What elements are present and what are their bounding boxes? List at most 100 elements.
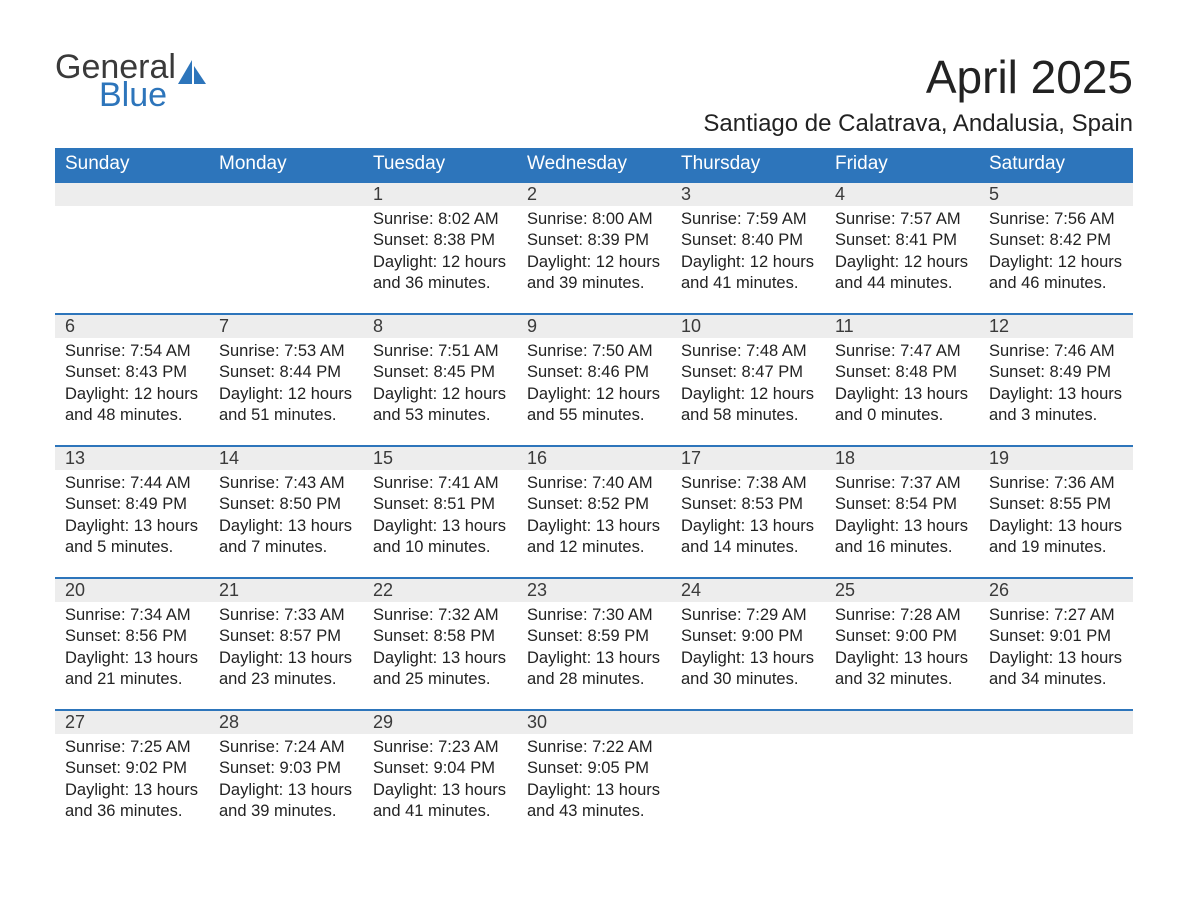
- daylight2-text: and 5 minutes.: [65, 537, 199, 558]
- sunset-text: Sunset: 8:38 PM: [373, 230, 507, 251]
- day-body-cell: Sunrise: 7:47 AMSunset: 8:48 PMDaylight:…: [825, 338, 979, 446]
- daylight2-text: and 41 minutes.: [681, 273, 815, 294]
- day-number-cell: 14: [209, 446, 363, 470]
- sunrise-text: Sunrise: 7:34 AM: [65, 605, 199, 626]
- daylight2-text: and 46 minutes.: [989, 273, 1123, 294]
- daylight1-text: Daylight: 13 hours: [681, 648, 815, 669]
- sunset-text: Sunset: 8:49 PM: [989, 362, 1123, 383]
- daylight1-text: Daylight: 13 hours: [681, 516, 815, 537]
- sunrise-text: Sunrise: 7:38 AM: [681, 473, 815, 494]
- day-number: 25: [835, 580, 855, 600]
- sunrise-text: Sunrise: 7:24 AM: [219, 737, 353, 758]
- day-body-cell: Sunrise: 7:38 AMSunset: 8:53 PMDaylight:…: [671, 470, 825, 578]
- sunrise-text: Sunrise: 7:46 AM: [989, 341, 1123, 362]
- sunrise-text: Sunrise: 7:40 AM: [527, 473, 661, 494]
- daylight1-text: Daylight: 12 hours: [373, 252, 507, 273]
- daylight1-text: Daylight: 13 hours: [65, 648, 199, 669]
- sunrise-text: Sunrise: 7:43 AM: [219, 473, 353, 494]
- sunrise-text: Sunrise: 7:59 AM: [681, 209, 815, 230]
- daylight2-text: and 51 minutes.: [219, 405, 353, 426]
- sunrise-text: Sunrise: 7:30 AM: [527, 605, 661, 626]
- daylight1-text: Daylight: 13 hours: [219, 516, 353, 537]
- daylight2-text: and 16 minutes.: [835, 537, 969, 558]
- daylight1-text: Daylight: 13 hours: [989, 516, 1123, 537]
- daylight2-text: and 36 minutes.: [373, 273, 507, 294]
- day-number: 1: [373, 184, 383, 204]
- sunset-text: Sunset: 8:48 PM: [835, 362, 969, 383]
- sunset-text: Sunset: 8:57 PM: [219, 626, 353, 647]
- daylight1-text: Daylight: 12 hours: [681, 252, 815, 273]
- day-body-cell: Sunrise: 7:57 AMSunset: 8:41 PMDaylight:…: [825, 206, 979, 314]
- day-number: 5: [989, 184, 999, 204]
- title-block: April 2025 Santiago de Calatrava, Andalu…: [703, 50, 1133, 138]
- day-number: 3: [681, 184, 691, 204]
- daylight2-text: and 28 minutes.: [527, 669, 661, 690]
- daylight1-text: Daylight: 13 hours: [219, 780, 353, 801]
- daylight1-text: Daylight: 13 hours: [835, 384, 969, 405]
- day-body-cell: Sunrise: 7:33 AMSunset: 8:57 PMDaylight:…: [209, 602, 363, 710]
- day-number-cell: 18: [825, 446, 979, 470]
- day-body-cell: [825, 734, 979, 842]
- sunrise-text: Sunrise: 7:50 AM: [527, 341, 661, 362]
- day-body-cell: Sunrise: 7:36 AMSunset: 8:55 PMDaylight:…: [979, 470, 1133, 578]
- day-number-row: 6789101112: [55, 314, 1133, 338]
- day-number-cell: 13: [55, 446, 209, 470]
- day-number: 7: [219, 316, 229, 336]
- daylight2-text: and 43 minutes.: [527, 801, 661, 822]
- day-number: 2: [527, 184, 537, 204]
- day-number-cell: 26: [979, 578, 1133, 602]
- day-number: 30: [527, 712, 547, 732]
- sunset-text: Sunset: 9:04 PM: [373, 758, 507, 779]
- daylight2-text: and 39 minutes.: [219, 801, 353, 822]
- day-number-cell: 8: [363, 314, 517, 338]
- daylight1-text: Daylight: 13 hours: [835, 516, 969, 537]
- sunset-text: Sunset: 8:45 PM: [373, 362, 507, 383]
- sunset-text: Sunset: 8:50 PM: [219, 494, 353, 515]
- daylight2-text: and 23 minutes.: [219, 669, 353, 690]
- day-number-cell: 21: [209, 578, 363, 602]
- day-number-cell: 3: [671, 182, 825, 206]
- day-number: 20: [65, 580, 85, 600]
- sunrise-text: Sunrise: 7:54 AM: [65, 341, 199, 362]
- day-number-cell: [979, 710, 1133, 734]
- day-body-row: Sunrise: 7:34 AMSunset: 8:56 PMDaylight:…: [55, 602, 1133, 710]
- header: General Blue April 2025 Santiago de Cala…: [55, 50, 1133, 138]
- day-body-cell: Sunrise: 8:02 AMSunset: 8:38 PMDaylight:…: [363, 206, 517, 314]
- day-number: 28: [219, 712, 239, 732]
- day-number-cell: 20: [55, 578, 209, 602]
- weekday-header: Sunday: [55, 148, 209, 182]
- day-body-cell: Sunrise: 7:53 AMSunset: 8:44 PMDaylight:…: [209, 338, 363, 446]
- day-number: 4: [835, 184, 845, 204]
- day-body-cell: Sunrise: 7:27 AMSunset: 9:01 PMDaylight:…: [979, 602, 1133, 710]
- daylight1-text: Daylight: 13 hours: [835, 648, 969, 669]
- day-number: 10: [681, 316, 701, 336]
- day-number-cell: [671, 710, 825, 734]
- day-body-cell: [979, 734, 1133, 842]
- day-number-cell: 10: [671, 314, 825, 338]
- daylight2-text: and 30 minutes.: [681, 669, 815, 690]
- month-title: April 2025: [703, 50, 1133, 104]
- daylight2-text: and 55 minutes.: [527, 405, 661, 426]
- sunset-text: Sunset: 8:59 PM: [527, 626, 661, 647]
- daylight1-text: Daylight: 12 hours: [65, 384, 199, 405]
- day-body-cell: [55, 206, 209, 314]
- sunset-text: Sunset: 8:42 PM: [989, 230, 1123, 251]
- sunrise-text: Sunrise: 7:57 AM: [835, 209, 969, 230]
- day-body-cell: Sunrise: 7:23 AMSunset: 9:04 PMDaylight:…: [363, 734, 517, 842]
- sunset-text: Sunset: 8:58 PM: [373, 626, 507, 647]
- day-number-cell: [55, 182, 209, 206]
- weekday-header: Monday: [209, 148, 363, 182]
- sunrise-text: Sunrise: 7:48 AM: [681, 341, 815, 362]
- daylight2-text: and 14 minutes.: [681, 537, 815, 558]
- day-number-cell: 30: [517, 710, 671, 734]
- daylight2-text: and 21 minutes.: [65, 669, 199, 690]
- day-number-cell: 19: [979, 446, 1133, 470]
- daylight1-text: Daylight: 12 hours: [373, 384, 507, 405]
- daylight1-text: Daylight: 13 hours: [65, 516, 199, 537]
- day-number: 16: [527, 448, 547, 468]
- daylight2-text: and 19 minutes.: [989, 537, 1123, 558]
- day-number: 23: [527, 580, 547, 600]
- day-number-cell: 15: [363, 446, 517, 470]
- sunrise-text: Sunrise: 7:47 AM: [835, 341, 969, 362]
- sunset-text: Sunset: 8:41 PM: [835, 230, 969, 251]
